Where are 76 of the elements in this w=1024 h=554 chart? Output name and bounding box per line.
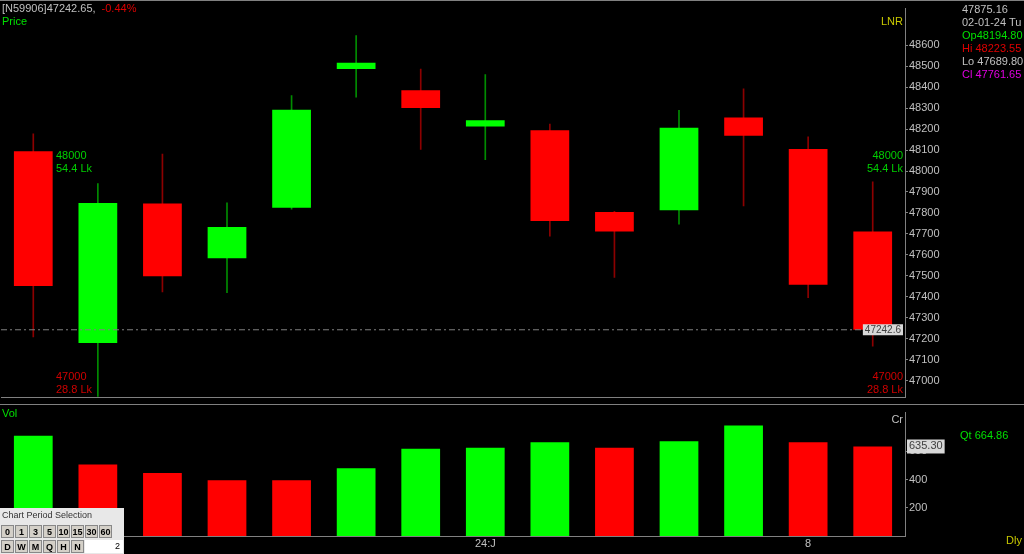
y-tick-label: 48000 bbox=[909, 164, 940, 177]
annotation: 3 bbox=[29, 525, 42, 538]
text: D bbox=[1, 540, 14, 553]
text: Q bbox=[43, 540, 56, 553]
text: Qt 664.86 bbox=[960, 429, 1009, 442]
annotation: LNR bbox=[880, 14, 904, 27]
bar bbox=[336, 468, 376, 536]
y-tick-label: 47600 bbox=[909, 247, 940, 260]
chart-title: [N59906]47242.65, bbox=[2, 1, 96, 14]
candlestick bbox=[465, 74, 505, 161]
annotation: 47000 bbox=[56, 370, 87, 383]
y-axis-title: Price bbox=[2, 14, 28, 27]
y-tick-label: 47300 bbox=[909, 310, 940, 323]
bar bbox=[659, 441, 699, 536]
y-tick-label: 200 bbox=[909, 500, 928, 513]
text: 47000 bbox=[872, 370, 903, 383]
annotation: Cr bbox=[891, 413, 904, 426]
y-tick-label: 48400 bbox=[909, 80, 940, 93]
y-tick-label: 47800 bbox=[909, 205, 940, 218]
y-tick-label: 47700 bbox=[909, 226, 940, 239]
x-tick-label: 8 bbox=[805, 536, 812, 549]
y-tick-label: 48200 bbox=[909, 122, 940, 135]
y-tick-label: 47000 bbox=[909, 373, 940, 386]
text: Hi 48223.55 bbox=[962, 41, 1022, 54]
text: 48000 bbox=[872, 148, 903, 161]
y-tick-label: 48300 bbox=[909, 101, 940, 114]
text: Lo 47689.80 bbox=[962, 54, 1024, 67]
y-tick-label: 48500 bbox=[909, 59, 940, 72]
bar bbox=[595, 447, 634, 536]
chart-subtitle: -0.44% bbox=[101, 1, 137, 14]
y-tick-label: 47900 bbox=[909, 185, 940, 198]
text: Op48194.80 bbox=[962, 28, 1023, 41]
text: 02-01-24 Tu bbox=[962, 15, 1022, 28]
bar bbox=[465, 447, 505, 536]
annotation: 0 bbox=[1, 525, 14, 538]
bar bbox=[724, 425, 763, 536]
y-tick-label: 47200 bbox=[909, 331, 940, 344]
candlestick bbox=[401, 68, 441, 150]
annotation: 1 bbox=[15, 525, 28, 538]
text: 2 bbox=[85, 540, 123, 553]
bar bbox=[272, 480, 311, 536]
text: 54.4 Lk bbox=[866, 161, 903, 174]
ref-line-label: 47242.6 bbox=[864, 323, 902, 335]
annotation: 54.4 Lk bbox=[56, 161, 93, 174]
annotation: 10 bbox=[57, 525, 70, 538]
annotation: 28.8 Lk bbox=[56, 383, 93, 396]
bar bbox=[530, 442, 570, 536]
text: H bbox=[57, 540, 70, 553]
text: Cl 47761.65 bbox=[962, 67, 1022, 80]
text: W bbox=[15, 540, 28, 553]
x-tick-label: 24:J bbox=[474, 536, 496, 549]
annotation: 15 bbox=[71, 525, 84, 538]
annotation: 60 bbox=[99, 525, 112, 538]
bar bbox=[788, 442, 828, 536]
text: M bbox=[29, 540, 42, 553]
candlestick bbox=[336, 35, 376, 98]
bar bbox=[207, 480, 247, 536]
y-axis-title: Vol bbox=[2, 406, 18, 419]
annotation: 30 bbox=[85, 525, 98, 538]
bar bbox=[853, 446, 893, 536]
annotation: 48000 bbox=[56, 148, 87, 161]
annotation: 5 bbox=[43, 525, 56, 538]
annotation: 635.30 bbox=[909, 439, 943, 452]
y-tick-label: 47100 bbox=[909, 352, 940, 365]
y-tick-label: 47500 bbox=[909, 268, 940, 281]
y-tick-label: 48600 bbox=[909, 38, 940, 51]
text: Chart Period Selection bbox=[1, 509, 94, 522]
bar bbox=[143, 472, 182, 536]
text: N bbox=[71, 540, 84, 553]
bar bbox=[401, 448, 441, 536]
y-tick-label: 48100 bbox=[909, 143, 940, 156]
y-tick-label: 400 bbox=[909, 472, 928, 485]
y-tick-label: 47400 bbox=[909, 289, 940, 302]
text: 47875.16 bbox=[962, 2, 1008, 15]
text: Dly bbox=[1006, 533, 1023, 546]
text: 28.8 Lk bbox=[866, 383, 903, 396]
